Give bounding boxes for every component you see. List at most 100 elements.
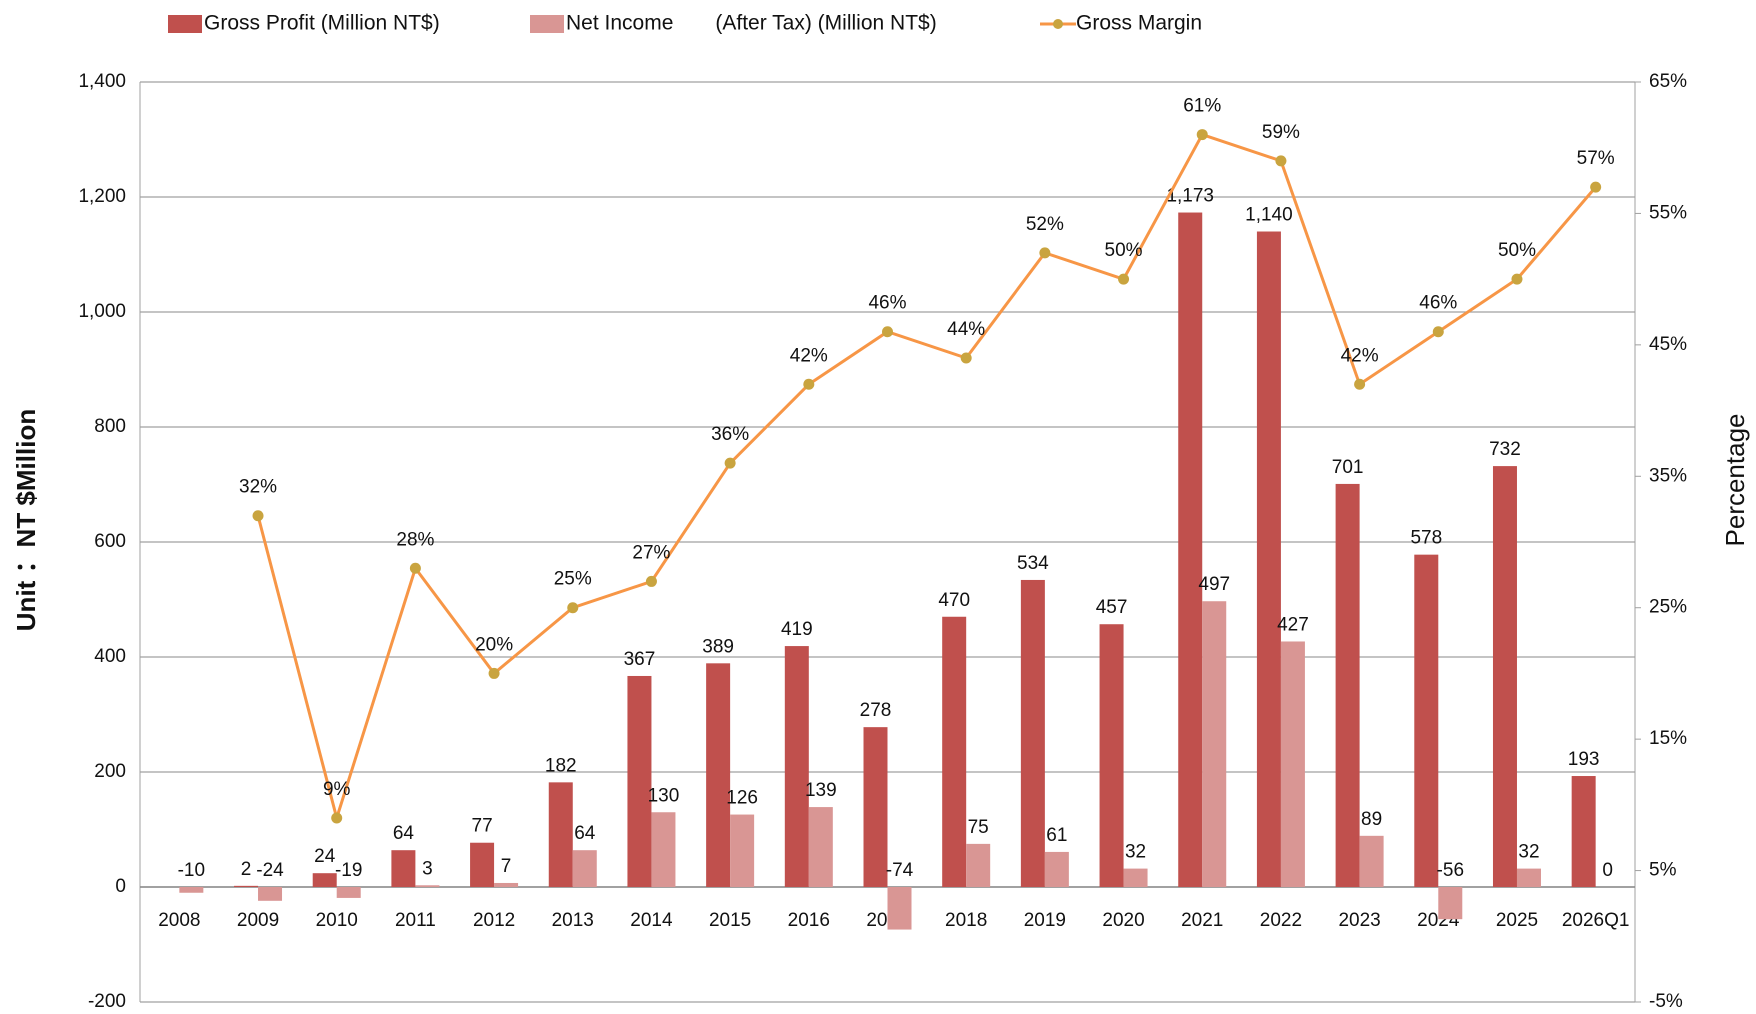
data-label: 1,173: [1166, 186, 1214, 207]
data-label: 64: [574, 823, 596, 844]
data-label: 42%: [790, 345, 828, 366]
data-label: 59%: [1262, 122, 1300, 143]
x-tick-label: 2013: [552, 910, 594, 931]
bar: [1044, 851, 1069, 887]
legend-swatch: [530, 15, 564, 33]
bar: [391, 850, 416, 887]
data-label: 27%: [632, 542, 670, 563]
x-tick-label: 2009: [237, 910, 279, 931]
bar: [808, 807, 833, 887]
x-tick-label: 2019: [1024, 910, 1066, 931]
bar: [572, 850, 597, 887]
legend-label: Net Income (After Tax) (Million NT$): [566, 12, 937, 35]
legend-swatch: [1053, 19, 1063, 29]
y2-tick-label: 25%: [1649, 597, 1687, 618]
data-label: 61%: [1183, 96, 1221, 117]
bar: [1202, 601, 1227, 887]
bar: [1335, 483, 1360, 887]
x-tick-label: 2018: [945, 910, 987, 931]
x-tick-label: 2023: [1338, 910, 1380, 931]
x-tick-label: 2008: [158, 910, 200, 931]
data-label: 89: [1361, 809, 1382, 830]
data-label: 534: [1017, 553, 1049, 574]
marker: [645, 575, 657, 587]
y-tick-label: 800: [94, 416, 126, 437]
bar: [1099, 624, 1124, 887]
marker: [882, 326, 893, 338]
y2-tick-label: 5%: [1649, 860, 1677, 881]
data-label: 50%: [1498, 240, 1536, 261]
bar: [234, 885, 259, 887]
marker: [960, 352, 972, 364]
marker: [1511, 273, 1523, 285]
line: [256, 132, 1597, 824]
legend-label: Gross Margin: [1076, 12, 1202, 35]
bar: [1178, 212, 1203, 887]
data-label: 7: [501, 856, 512, 877]
bar: [784, 646, 809, 887]
data-label: 367: [624, 649, 656, 670]
y2-tick-label: 15%: [1649, 728, 1687, 749]
data-label: 701: [1332, 457, 1364, 478]
data-label: 419: [781, 619, 813, 640]
bar: [1256, 231, 1281, 887]
bar: [179, 887, 204, 893]
bar: [1123, 868, 1148, 887]
bar: [1492, 466, 1517, 887]
data-label: 1,140: [1245, 205, 1293, 226]
data-label: 20%: [475, 634, 513, 655]
x-tick-label: 2014: [630, 910, 673, 931]
data-label: 139: [805, 780, 837, 801]
marker: [567, 602, 579, 614]
y-tick-label: 0: [115, 876, 126, 897]
y-tick-label: 1,400: [78, 71, 126, 92]
x-tick-label: 2010: [316, 910, 358, 931]
bar: [336, 887, 361, 898]
y2-tick-label: 65%: [1649, 71, 1687, 92]
bar: [1280, 641, 1305, 887]
marker: [724, 457, 736, 469]
data-label: 44%: [947, 319, 985, 340]
x-tick-label: 2012: [473, 910, 515, 931]
y-tick-label: -200: [88, 991, 126, 1012]
bar: [942, 616, 967, 887]
y2-tick-label: 45%: [1649, 334, 1687, 355]
marker: [1354, 378, 1366, 390]
y2-tick-label: 35%: [1649, 465, 1687, 486]
data-label: 42%: [1341, 345, 1379, 366]
bar: [887, 887, 912, 930]
x-tick-label: 2026Q1: [1562, 910, 1630, 931]
data-label: 52%: [1026, 214, 1064, 235]
data-label: 77: [472, 816, 493, 837]
bar: [1020, 579, 1045, 887]
y-tick-label: 1,200: [78, 186, 126, 207]
data-label: 126: [726, 788, 758, 809]
bar: [415, 885, 440, 887]
y-tick-label: 400: [94, 646, 126, 667]
y2-tick-label: 55%: [1649, 202, 1687, 223]
data-label: 75: [968, 817, 989, 838]
marker: [252, 510, 264, 522]
data-label: 2: [241, 859, 252, 880]
data-label: -24: [256, 860, 284, 881]
data-label: 61: [1046, 825, 1067, 846]
bar: [1571, 776, 1596, 887]
x-tick-label: 2016: [788, 910, 830, 931]
data-label: -19: [335, 860, 362, 881]
marker: [1118, 273, 1130, 285]
data-label: 50%: [1105, 240, 1143, 261]
y2-axis-title: Percentage: [1720, 414, 1750, 547]
bar: [730, 814, 755, 887]
bar: [863, 727, 888, 887]
data-label: -74: [886, 860, 914, 881]
y-axis-title: Unit ：NT $Million: [11, 409, 41, 631]
y-tick-label: 200: [94, 761, 126, 782]
x-tick-label: 2025: [1496, 910, 1538, 931]
marker: [1432, 326, 1444, 338]
data-label: -56: [1437, 860, 1464, 881]
x-tick-label: 2021: [1181, 910, 1223, 931]
data-label: 46%: [1419, 293, 1457, 314]
data-label: 25%: [554, 569, 592, 590]
data-label: 0: [1602, 860, 1613, 881]
